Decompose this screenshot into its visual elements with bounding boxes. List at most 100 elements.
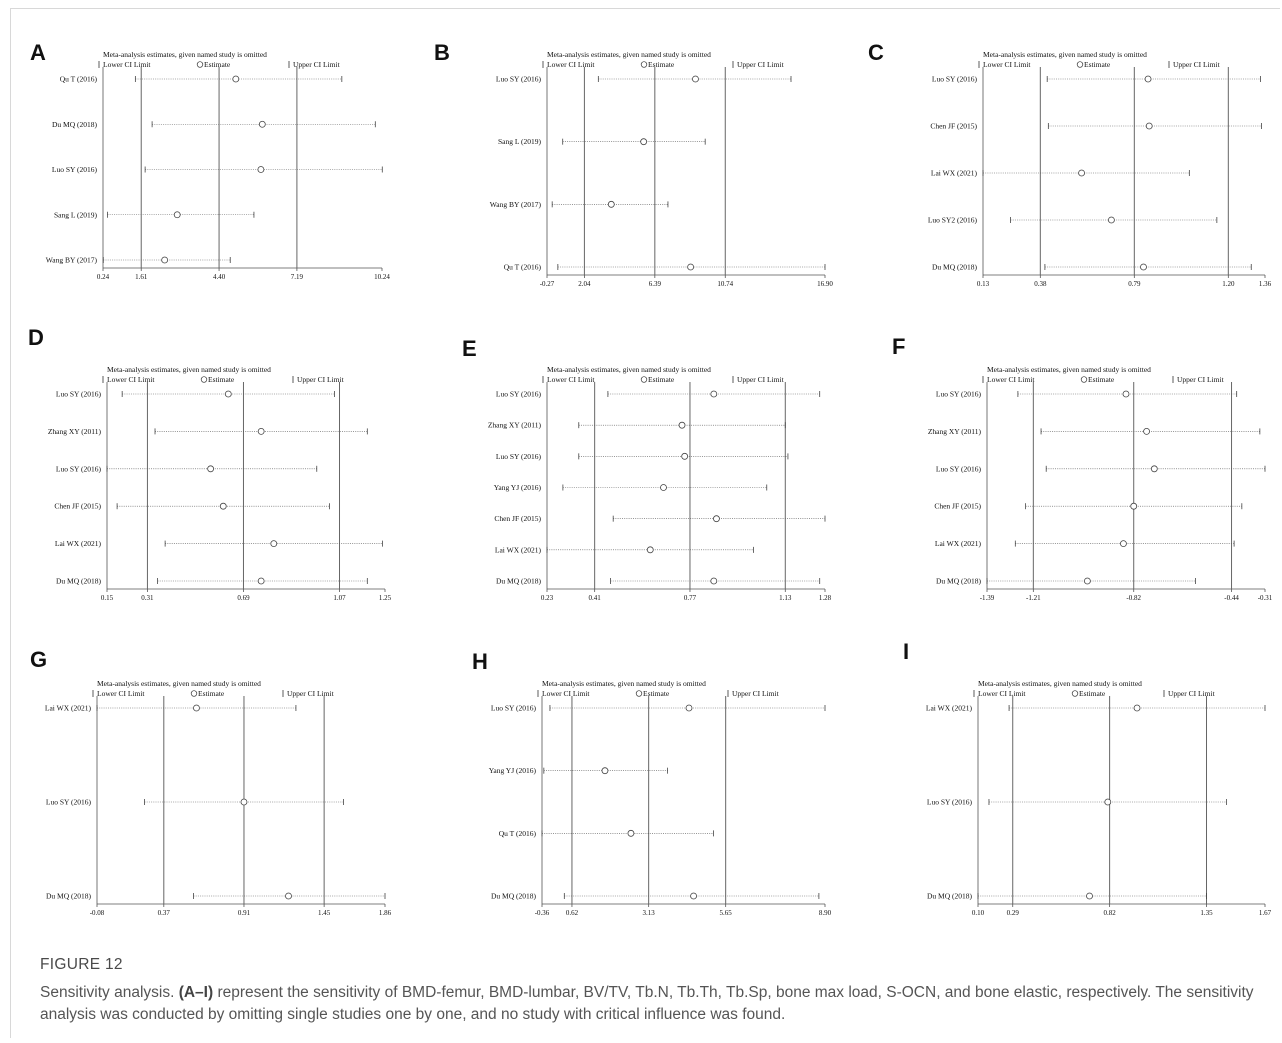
legend-estimate-label: Estimate [208, 375, 235, 384]
x-tick-label: 1.35 [1200, 909, 1213, 917]
legend-lower-label: Lower CI Limit [987, 375, 1035, 384]
x-tick-label: 1.86 [379, 909, 392, 917]
study-label: Luo SY (2016) [56, 390, 102, 399]
legend-upper-label: Upper CI Limit [737, 375, 785, 384]
legend-upper-label: Upper CI Limit [737, 60, 785, 69]
panel-letter-e: E [462, 336, 477, 361]
legend-title: Meta-analysis estimates, given named stu… [987, 365, 1151, 374]
legend-lower-label: Lower CI Limit [97, 689, 145, 698]
caption-rest: represent the sensitivity of BMD-femur, … [40, 984, 1254, 1023]
estimate-point [687, 263, 695, 271]
x-tick-label: -0.08 [90, 909, 105, 917]
legend-title: Meta-analysis estimates, given named stu… [547, 50, 711, 59]
x-tick-label: -0.82 [1126, 594, 1141, 602]
study-label: Luo SY (2016) [491, 704, 537, 713]
legend-lower-label: Lower CI Limit [107, 375, 155, 384]
x-tick-label: 0.24 [97, 273, 110, 281]
x-tick-label: 0.13 [977, 280, 990, 288]
panel-letter-b: B [434, 40, 450, 65]
estimate-point [224, 390, 232, 398]
legend-estimate-marker [635, 690, 643, 697]
x-tick-label: -0.36 [535, 909, 550, 917]
x-tick-label: 0.69 [237, 594, 250, 602]
x-tick-label: 1.07 [333, 594, 346, 602]
x-tick-label: 16.90 [817, 280, 833, 288]
x-tick-label: -1.21 [1026, 594, 1041, 602]
study-label: Sang L (2019) [498, 137, 542, 146]
legend-upper-label: Upper CI Limit [1173, 60, 1221, 69]
x-tick-label: -0.44 [1224, 594, 1239, 602]
x-tick-label: 0.91 [238, 909, 251, 917]
legend-estimate-label: Estimate [1088, 375, 1115, 384]
study-label: Qu T (2016) [499, 829, 537, 838]
x-tick-label: 5.65 [720, 909, 733, 917]
panel-letter-g: G [30, 647, 48, 672]
study-label: Lai WX (2021) [495, 545, 542, 554]
estimate-point [1078, 169, 1085, 177]
study-label: Luo SY (2016) [932, 75, 978, 84]
legend-estimate-label: Estimate [648, 60, 675, 69]
x-tick-label: -1.39 [980, 594, 995, 602]
study-label: Luo SY (2016) [46, 798, 92, 807]
legend-upper-label: Upper CI Limit [1168, 689, 1216, 698]
estimate-point [1086, 892, 1093, 900]
study-label: Chen JF (2015) [494, 514, 541, 523]
x-tick-label: 0.23 [541, 594, 554, 602]
study-label: Luo SY (2016) [56, 464, 102, 473]
legend-lower-label: Lower CI Limit [978, 689, 1026, 698]
study-label: Sang L (2019) [54, 210, 98, 219]
study-label: Du MQ (2018) [46, 892, 91, 901]
legend-estimate-label: Estimate [1084, 60, 1111, 69]
legend-estimate-label: Estimate [648, 375, 675, 384]
estimate-point [258, 120, 266, 128]
x-tick-label: -0.31 [1258, 594, 1273, 602]
study-label: Zhang XY (2011) [48, 427, 102, 436]
study-label: Luo SY (2016) [936, 464, 982, 473]
legend-estimate-marker [190, 690, 198, 697]
figure-label: FIGURE 12 [40, 956, 123, 973]
study-label: Lai WX (2021) [55, 539, 102, 548]
legend-upper-label: Upper CI Limit [732, 689, 780, 698]
legend-upper-label: Upper CI Limit [287, 689, 335, 698]
study-label: Du MQ (2018) [52, 120, 97, 129]
study-label: Qu T (2016) [60, 75, 98, 84]
legend-title: Meta-analysis estimates, given named stu… [547, 365, 711, 374]
estimate-point [1133, 704, 1141, 712]
estimate-point [690, 892, 697, 900]
study-label: Du MQ (2018) [932, 263, 977, 272]
study-label: Du MQ (2018) [496, 577, 541, 586]
estimate-point [713, 515, 720, 523]
x-tick-label: 7.19 [291, 273, 304, 281]
x-tick-label: 1.36 [1259, 280, 1272, 288]
legend-estimate-label: Estimate [198, 689, 225, 698]
x-tick-label: 10.24 [374, 273, 390, 281]
study-label: Du MQ (2018) [927, 892, 972, 901]
x-tick-label: 0.15 [101, 594, 114, 602]
legend-estimate-label: Estimate [1079, 689, 1106, 698]
legend-upper-label: Upper CI Limit [293, 60, 341, 69]
estimate-point [270, 540, 278, 547]
estimate-point [640, 138, 648, 146]
legend-lower-label: Lower CI Limit [547, 375, 595, 384]
study-label: Du MQ (2018) [56, 577, 101, 586]
legend-estimate-marker [1076, 61, 1084, 68]
legend-title: Meta-analysis estimates, given named stu… [983, 50, 1147, 59]
x-tick-label: 0.31 [141, 594, 154, 602]
estimate-point [710, 390, 718, 398]
study-label: Du MQ (2018) [491, 892, 536, 901]
legend-title: Meta-analysis estimates, given named stu… [103, 50, 267, 59]
estimate-point [681, 452, 689, 460]
estimate-point [1140, 263, 1147, 271]
estimate-point [1130, 502, 1138, 510]
legend-lower-label: Lower CI Limit [983, 60, 1031, 69]
estimate-point [601, 767, 609, 775]
x-tick-label: 0.10 [972, 909, 985, 917]
study-label: Chen JF (2015) [930, 122, 977, 131]
legend-estimate-marker [640, 61, 648, 68]
legend-estimate-label: Estimate [204, 60, 231, 69]
